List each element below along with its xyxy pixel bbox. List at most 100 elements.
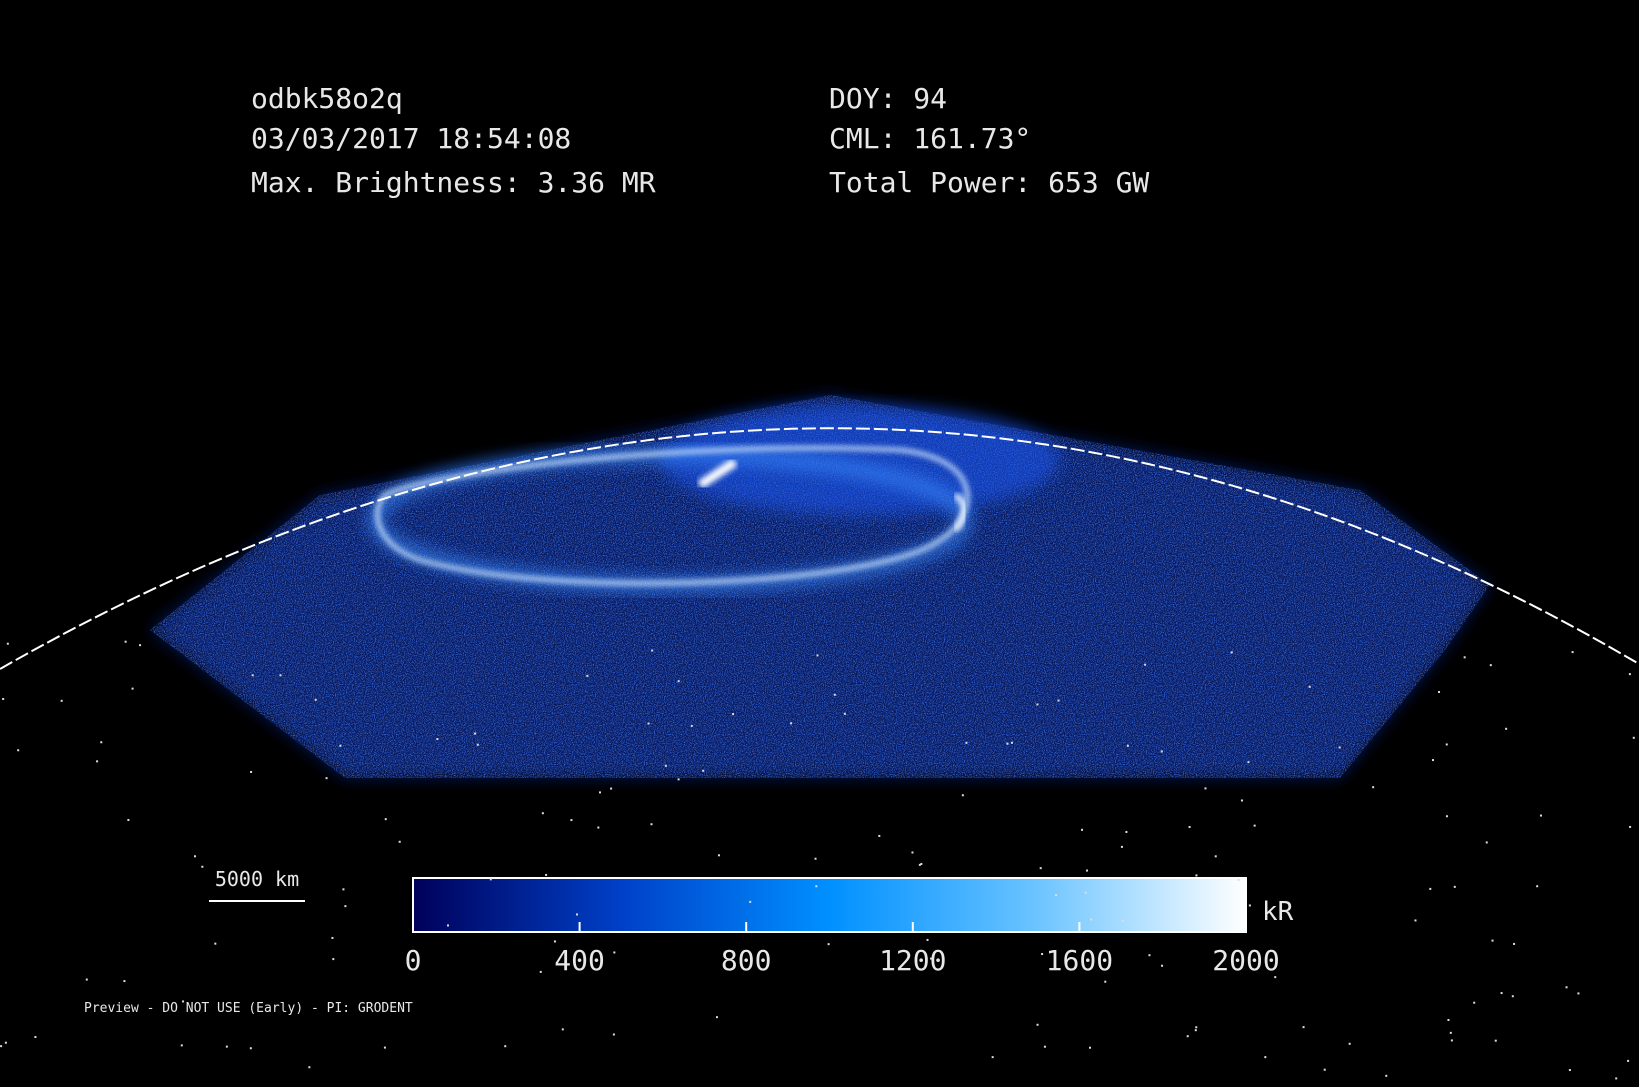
star-dot — [1144, 664, 1146, 666]
star-dot — [17, 749, 19, 751]
star-dot — [613, 951, 615, 953]
star-dot — [1438, 691, 1440, 693]
star-dot — [182, 1000, 184, 1002]
star-dot — [1536, 885, 1538, 887]
star-dot — [554, 940, 556, 942]
star-dot — [1044, 1046, 1046, 1048]
star-dot — [834, 694, 836, 696]
star-dot — [1572, 651, 1574, 653]
star-dot — [342, 888, 344, 890]
star-dot — [651, 649, 653, 651]
star-dot — [650, 823, 652, 825]
star-dot — [384, 1047, 386, 1049]
star-dot — [0, 1045, 2, 1047]
star-dot — [1254, 825, 1256, 827]
star-dot — [250, 771, 252, 773]
star-dot — [992, 1056, 994, 1058]
star-dot — [1569, 1069, 1571, 1071]
star-dot — [1195, 1026, 1197, 1028]
star-dot — [279, 674, 281, 676]
star-dot — [1089, 1047, 1091, 1049]
star-dot — [1274, 976, 1276, 978]
star-dot — [1187, 1035, 1189, 1037]
star-dot — [1055, 894, 1057, 896]
star-dot — [1473, 1002, 1475, 1004]
colorbar-tick-label: 1600 — [1046, 944, 1113, 977]
star-dot — [678, 778, 680, 780]
star-dot — [344, 905, 346, 907]
star-dot — [1627, 1060, 1629, 1062]
star-dot — [477, 744, 479, 746]
star-dot — [817, 654, 819, 656]
star-dot — [1447, 1019, 1449, 1021]
star-dot — [1513, 943, 1515, 945]
star-dot — [613, 1033, 615, 1035]
star-dot — [100, 741, 102, 743]
star-dot — [545, 874, 547, 876]
star-dot — [1490, 664, 1492, 666]
star-dot — [691, 725, 693, 727]
star-dot — [1086, 870, 1088, 872]
star-dot — [1432, 759, 1434, 761]
star-dot — [407, 960, 409, 962]
footer-note: Preview - DO NOT USE (Early) - PI: GRODE… — [84, 1001, 413, 1016]
star-dot — [2, 698, 4, 700]
star-dot — [385, 818, 387, 820]
star-dot — [226, 1046, 228, 1048]
star-dot — [1215, 855, 1217, 857]
star-dot — [252, 674, 254, 676]
colorbar — [413, 878, 1246, 932]
star-dot — [1041, 953, 1043, 955]
star-dot — [1189, 826, 1191, 828]
star-dot — [5, 1042, 7, 1044]
star-dot — [1450, 1032, 1452, 1034]
star-dot — [732, 713, 734, 715]
star-dot — [139, 644, 141, 646]
star-dot — [599, 791, 601, 793]
star-dot — [504, 1045, 506, 1047]
star-dot — [1249, 904, 1251, 906]
page: odbk58o2q 03/03/2017 18:54:08 Max. Brigh… — [0, 0, 1639, 1083]
header-text: odbk58o2q — [251, 82, 403, 115]
star-dot — [815, 858, 817, 860]
star-dot — [1036, 703, 1038, 705]
star-dot — [570, 819, 572, 821]
star-dot — [1241, 799, 1243, 801]
star-dot — [123, 980, 125, 982]
star-dot — [447, 924, 449, 926]
star-dot — [1446, 743, 1448, 745]
header-text: DOY: 94 — [829, 82, 947, 115]
star-dot — [540, 971, 542, 973]
star-dot — [201, 866, 203, 868]
header-text: 03/03/2017 18:54:08 — [251, 122, 571, 155]
star-dot — [1615, 1077, 1617, 1079]
star-dot — [1081, 829, 1083, 831]
star-dot — [96, 760, 98, 762]
star-dot — [326, 777, 328, 779]
star-dot — [1372, 786, 1374, 788]
star-dot — [1204, 787, 1206, 789]
star-dot — [339, 745, 341, 747]
star-dot — [1040, 867, 1042, 869]
star-dot — [132, 688, 134, 690]
star-dot — [1566, 986, 1568, 988]
star-dot — [542, 812, 544, 814]
star-dot — [194, 855, 196, 857]
star-dot — [1161, 965, 1163, 967]
star-dot — [815, 885, 817, 887]
star-dot — [926, 939, 928, 941]
star-dot — [1011, 742, 1013, 744]
colorbar-tick-label: 800 — [721, 944, 772, 977]
colorbar-tick-label: 400 — [554, 944, 605, 977]
star-dot — [1247, 761, 1249, 763]
star-dot — [127, 819, 129, 821]
star-dot — [878, 835, 880, 837]
star-dot — [1264, 1056, 1266, 1058]
star-dot — [1577, 992, 1579, 994]
star-dot — [1464, 656, 1466, 658]
star-dot — [678, 680, 680, 682]
star-dot — [597, 827, 599, 829]
star-dot — [1339, 746, 1341, 748]
star-dot — [1195, 874, 1197, 876]
star-dot — [1633, 737, 1635, 739]
